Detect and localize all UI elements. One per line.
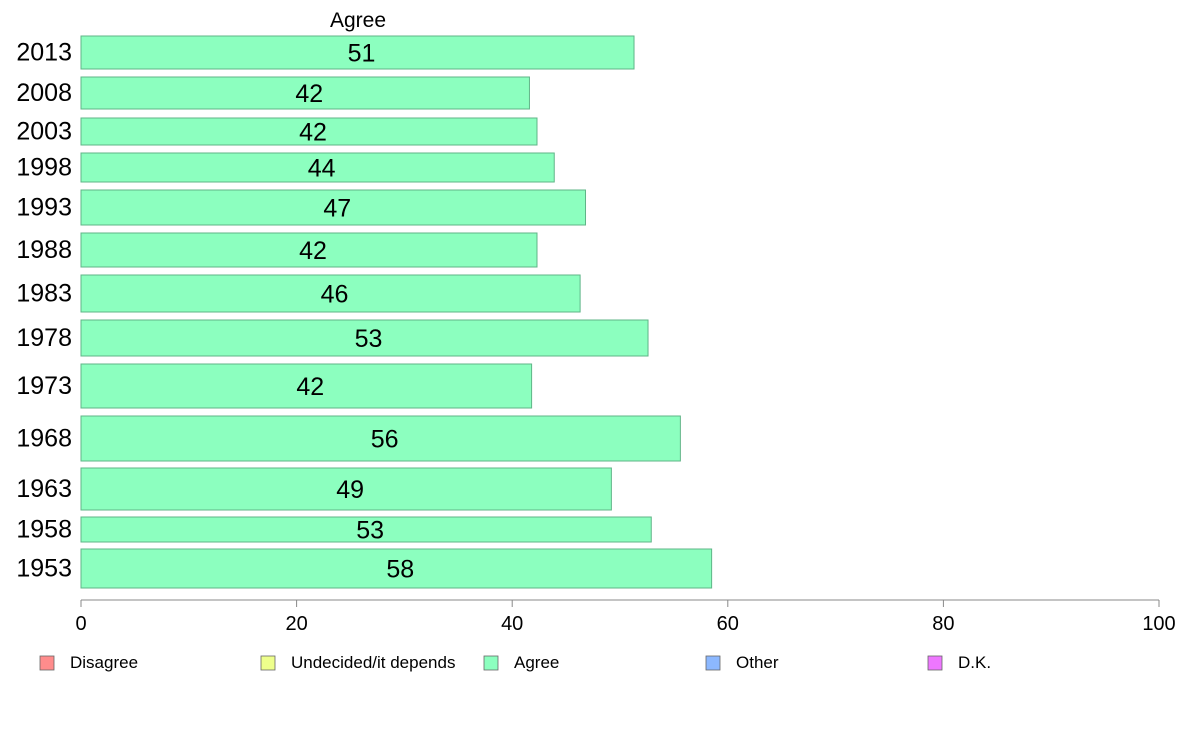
- legend-swatch-3: [705, 655, 721, 671]
- year-label-1993: 1993: [16, 194, 72, 222]
- year-label-1988: 1988: [16, 236, 72, 264]
- bar-value-label-1988: 42: [299, 237, 327, 265]
- bar-value-label-1958: 53: [356, 517, 384, 545]
- bar-1963: [80, 467, 612, 511]
- bar-1968: [80, 415, 681, 462]
- x-tick-label-80: 80: [932, 613, 954, 635]
- bar-2013: [80, 35, 635, 70]
- year-label-1963: 1963: [16, 475, 72, 503]
- bar-value-label-1993: 47: [323, 195, 351, 223]
- year-label-2013: 2013: [16, 39, 72, 67]
- x-tick-label-40: 40: [501, 613, 523, 635]
- bar-1983: [80, 274, 581, 313]
- bar-1988: [80, 232, 538, 268]
- bar-1998: [80, 152, 555, 183]
- bar-value-label-1983: 46: [321, 281, 349, 309]
- bar-1953: [80, 548, 713, 589]
- year-label-1953: 1953: [16, 555, 72, 583]
- bar-2003: [80, 117, 538, 146]
- legend-label-4: D.K.: [958, 653, 991, 672]
- bar-value-label-2008: 42: [295, 80, 323, 108]
- legend-label-2: Agree: [514, 653, 559, 672]
- x-tick-label-100: 100: [1142, 613, 1175, 635]
- x-tick-label-60: 60: [717, 613, 739, 635]
- bar-value-label-1973: 42: [296, 373, 324, 401]
- chart-title: Agree: [330, 9, 386, 32]
- legend-swatch-0: [39, 655, 55, 671]
- legend-label-1: Undecided/it depends: [291, 653, 455, 672]
- year-label-2008: 2008: [16, 79, 72, 107]
- bars-group: 2013 51 2008 42 2003 42 1998 44 1993 47 1988 42 1983…: [16, 35, 713, 589]
- bar-value-label-1963: 49: [336, 476, 364, 504]
- bar-2008: [80, 76, 530, 110]
- year-label-1978: 1978: [16, 324, 72, 352]
- bar-value-label-1998: 44: [308, 155, 336, 183]
- x-tick-label-20: 20: [285, 613, 307, 635]
- x-tick-label-0: 0: [75, 613, 86, 635]
- legend-label-3: Other: [736, 653, 779, 672]
- legend-swatch-2: [483, 655, 499, 671]
- bar-1978: [80, 319, 649, 357]
- bar-1958: [80, 516, 652, 543]
- legend-swatch-4: [927, 655, 943, 671]
- bar-value-label-1978: 53: [355, 325, 383, 353]
- bar-value-label-2003: 42: [299, 119, 327, 147]
- year-label-1958: 1958: [16, 516, 72, 544]
- year-label-1968: 1968: [16, 425, 72, 453]
- year-label-1998: 1998: [16, 154, 72, 182]
- bar-1973: [80, 363, 533, 409]
- year-label-1973: 1973: [16, 372, 72, 400]
- legend-label-0: Disagree: [70, 653, 138, 672]
- legend: Disagree Undecided/it depends Agree Other D.…: [39, 653, 991, 672]
- year-label-2003: 2003: [16, 118, 72, 146]
- bar-value-label-1968: 56: [371, 426, 399, 454]
- x-axis: 0 20 40 60 80 100: [75, 599, 1176, 635]
- bar-value-label-2013: 51: [348, 40, 376, 68]
- year-label-1983: 1983: [16, 280, 72, 308]
- bar-value-label-1953: 58: [386, 556, 414, 584]
- bar-1993: [80, 189, 587, 226]
- legend-swatch-1: [260, 655, 276, 671]
